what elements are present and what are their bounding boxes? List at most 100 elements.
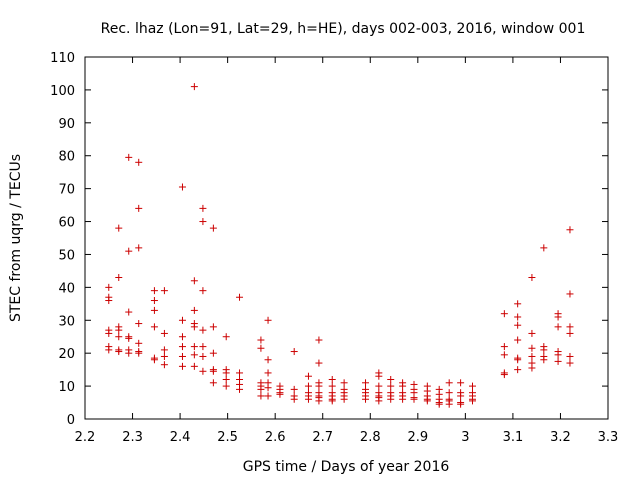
data-point bbox=[328, 382, 336, 390]
data-point bbox=[199, 287, 207, 295]
data-point bbox=[125, 247, 133, 255]
data-point bbox=[190, 323, 198, 331]
data-point bbox=[160, 361, 168, 369]
data-point bbox=[135, 320, 143, 328]
data-point bbox=[304, 372, 312, 380]
data-point bbox=[222, 369, 230, 377]
y-tick-label: 0 bbox=[67, 413, 75, 428]
data-point bbox=[328, 376, 336, 384]
data-point bbox=[468, 397, 476, 405]
y-tick-label: 100 bbox=[50, 84, 75, 99]
data-point bbox=[554, 351, 562, 359]
data-point bbox=[514, 321, 522, 329]
data-point bbox=[135, 339, 143, 347]
data-point bbox=[540, 244, 548, 252]
data-point bbox=[540, 346, 548, 354]
data-point bbox=[554, 313, 562, 321]
data-point bbox=[375, 397, 383, 405]
x-tick-label: 2.2 bbox=[75, 430, 96, 445]
data-point bbox=[340, 379, 348, 387]
data-point bbox=[328, 397, 336, 405]
data-point bbox=[209, 367, 217, 375]
x-tick-label: 2.5 bbox=[217, 430, 238, 445]
data-point bbox=[276, 390, 284, 398]
data-point bbox=[457, 392, 465, 400]
tick-labels: 2.2 2.3 2.4 2.5 2.6 2.7 2.8 2.9 3 3.1 3.2 3.3 0 10 20 3… bbox=[50, 51, 618, 445]
data-point bbox=[290, 348, 298, 356]
data-point bbox=[554, 323, 562, 331]
y-tick-label: 10 bbox=[58, 380, 75, 395]
data-point bbox=[190, 351, 198, 359]
data-point bbox=[264, 392, 272, 400]
x-tick-label: 2.6 bbox=[265, 430, 286, 445]
data-point bbox=[115, 348, 123, 356]
data-point bbox=[264, 369, 272, 377]
data-point bbox=[315, 382, 323, 390]
data-point bbox=[105, 283, 113, 291]
data-point bbox=[528, 364, 536, 372]
data-point bbox=[304, 395, 312, 403]
data-point bbox=[115, 333, 123, 341]
data-point bbox=[178, 183, 186, 191]
x-tick-label: 3.1 bbox=[503, 430, 524, 445]
data-point bbox=[257, 336, 265, 344]
data-point bbox=[199, 367, 207, 375]
data-point bbox=[457, 400, 465, 408]
data-point bbox=[540, 356, 548, 364]
y-tick-label: 60 bbox=[58, 216, 75, 231]
data-point bbox=[178, 352, 186, 360]
data-point bbox=[457, 379, 465, 387]
data-point bbox=[150, 297, 158, 305]
data-point bbox=[199, 218, 207, 226]
data-point bbox=[445, 389, 453, 397]
data-point bbox=[500, 310, 508, 318]
data-point bbox=[236, 369, 244, 377]
x-axis-label: GPS time / Days of year 2016 bbox=[243, 459, 450, 475]
data-point bbox=[566, 359, 574, 367]
data-point bbox=[528, 273, 536, 281]
data-point bbox=[190, 362, 198, 370]
data-point bbox=[236, 385, 244, 393]
data-point bbox=[423, 397, 431, 405]
data-point bbox=[125, 153, 133, 161]
y-tick-label: 110 bbox=[50, 51, 75, 66]
data-point bbox=[375, 382, 383, 390]
data-point bbox=[105, 297, 113, 305]
data-point bbox=[514, 336, 522, 344]
y-tick-label: 40 bbox=[58, 281, 75, 296]
data-point bbox=[399, 382, 407, 390]
data-point bbox=[115, 326, 123, 334]
data-point bbox=[257, 385, 265, 393]
data-point bbox=[209, 379, 217, 387]
data-point bbox=[160, 287, 168, 295]
data-point bbox=[209, 224, 217, 232]
data-point bbox=[514, 366, 522, 374]
data-point bbox=[222, 376, 230, 384]
data-point bbox=[135, 158, 143, 166]
x-tick-label: 3.3 bbox=[598, 430, 619, 445]
data-point bbox=[199, 326, 207, 334]
y-tick-label: 80 bbox=[58, 150, 75, 165]
chart-title: Rec. lhaz (Lon=91, Lat=29, h=HE), days 0… bbox=[101, 21, 586, 37]
data-point bbox=[125, 308, 133, 316]
data-point bbox=[160, 329, 168, 337]
data-point bbox=[150, 306, 158, 314]
data-point bbox=[435, 400, 443, 408]
data-point bbox=[178, 333, 186, 341]
data-point bbox=[135, 349, 143, 357]
data-point bbox=[178, 362, 186, 370]
data-point bbox=[290, 395, 298, 403]
y-axis-label: STEC from uqrg / TECUs bbox=[8, 154, 24, 322]
y-tick-label: 20 bbox=[58, 347, 75, 362]
data-point bbox=[199, 352, 207, 360]
data-point bbox=[264, 356, 272, 364]
x-tick-label: 2.7 bbox=[312, 430, 333, 445]
data-point bbox=[199, 204, 207, 212]
data-point bbox=[514, 313, 522, 321]
x-tick-label: 3 bbox=[461, 430, 469, 445]
data-point bbox=[566, 323, 574, 331]
data-point bbox=[566, 226, 574, 234]
data-point bbox=[257, 344, 265, 352]
data-point bbox=[566, 352, 574, 360]
data-point bbox=[375, 372, 383, 380]
